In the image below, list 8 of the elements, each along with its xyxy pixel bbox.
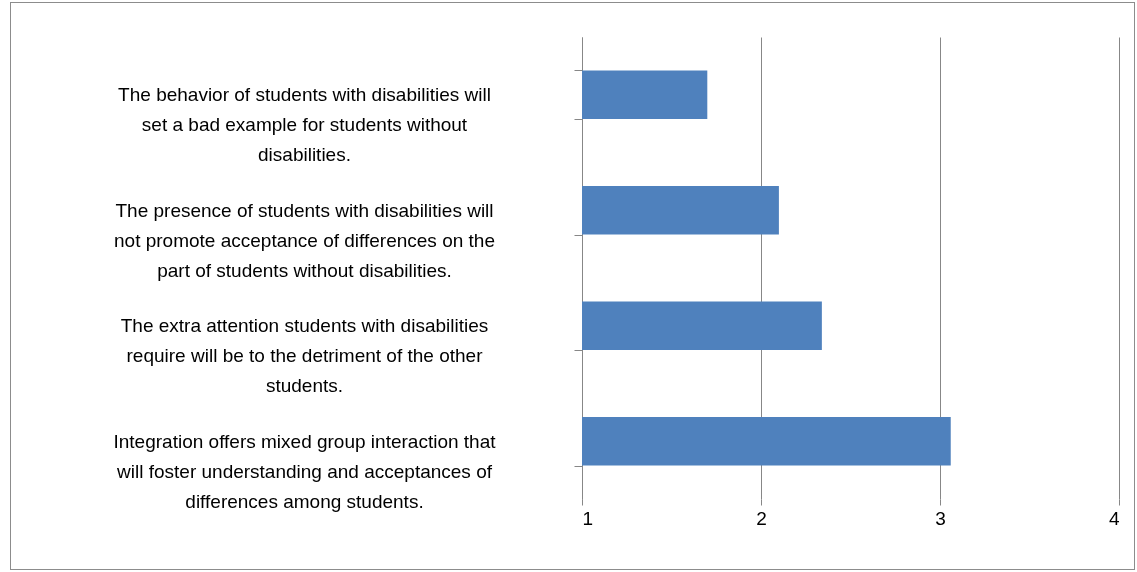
y-tick-label: The presence of students with disabilities will not promote acceptance of differences on the part of students without disabilities. xyxy=(114,199,495,281)
y-tick-label: The extra attention students with disabilities require will be to the detriment of the other students. xyxy=(120,315,489,397)
x-tick-label: 1 xyxy=(582,507,594,529)
x-tick-label: 2 xyxy=(756,507,767,529)
x-tick-label: 3 xyxy=(935,507,946,529)
y-tick-label: The behavior of students with disabilities will set a bad example for students without disabilities. xyxy=(118,84,491,166)
y-tick-label: Integration offers mixed group interaction that will foster understanding and acceptances of differences among students. xyxy=(113,430,497,512)
x-tick-label: 4 xyxy=(1108,507,1120,529)
